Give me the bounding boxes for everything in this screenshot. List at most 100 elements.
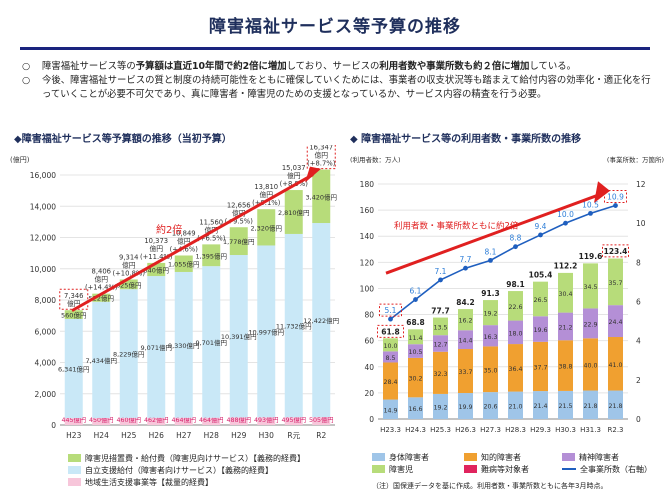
bar-segment [483,392,498,419]
bar-segment [558,312,573,341]
data-label: 9,071億円 [140,343,172,352]
x-tick-label: H23 [66,431,81,440]
facilities-label: 8.1 [485,247,497,256]
facilities-point [388,316,393,322]
x-tick-label: H24.3 [405,426,426,434]
facilities-point [538,232,543,238]
y-tick-label: 14,000 [30,202,56,211]
y-axis-unit: (利用者数：万人) [350,155,401,164]
legend-item-facilities: 全事業所数（右軸） [562,464,652,475]
data-label: 34.5 [583,284,597,291]
data-label: 11.4 [408,335,422,342]
legend-swatch [372,453,385,461]
bar-segment [508,291,523,321]
x-tick-label: H30 [259,431,274,440]
data-label: 7,434億円 [85,356,117,365]
legend-item-physical: 身体障害者 [372,452,464,463]
bar-segment [558,340,573,391]
x-tick-label: H27 [176,431,191,440]
bar-segment [257,209,276,246]
budget-chart: (億円) 0 2,000 4,000 6,000 8,000 10,000 12,000 14,… [10,145,339,440]
total-label: 億円 [67,299,81,308]
data-label: 10.5 [408,349,422,356]
total-label: 123.4 [604,247,628,256]
total-label: 12,656 [227,201,251,209]
page-title: 障害福祉サービス等予算の推移 [209,17,461,37]
bar-segment [383,362,398,400]
data-label: 35.7 [608,280,622,287]
y-tick-label: 12,000 [30,234,56,243]
total-label: 億円 [122,260,136,269]
legend-label: 全事業所数（右軸） [580,464,652,474]
total-label: 10,849 [172,229,196,237]
bar-segment [608,258,623,306]
y2-tick-label: 10 [636,219,646,228]
facilities-label: 7.7 [460,255,472,264]
users-chart: (利用者数：万人) (事業所数：万箇所)020406080100120140160… [350,155,664,434]
bar-segment [583,263,598,309]
y-tick-label: 0 [51,421,56,430]
data-label: 16.3 [483,334,497,341]
x-tick-label: H24 [94,431,109,440]
total-label: (+6.5%) [197,234,226,242]
legend-row: 障害児 難病等対象者 全事業所数（右軸） [372,463,662,475]
bar-segment [558,272,573,313]
bar-segment [64,318,83,419]
bar-segment [483,325,498,347]
x-tick-label: H29.3 [530,426,551,434]
total-label: 15,037 [282,164,306,172]
bar-segment [458,309,473,331]
data-label: 36.4 [508,366,522,373]
intro-bullet-2: ○ [22,75,31,86]
data-label: 560億円 [61,311,86,320]
data-label: 22.6 [508,304,522,311]
data-label: 522億円 [89,294,114,303]
facilities-label: 10.9 [607,193,624,202]
facilities-point [588,210,593,216]
bar-segment [483,346,498,393]
bar-segment [483,300,498,326]
intro-p1-e: している。 [529,61,577,72]
intro-text: ○ 障害福祉サービス等の予算額は直近10年間で約2倍に増加しており、サービスの利… [22,60,652,102]
growth-arrowhead [594,181,610,204]
x-tick-label: H31.3 [580,426,601,434]
facilities-label: 8.8 [510,234,522,243]
data-label: 6,341億円 [58,365,90,374]
legend-swatch [464,453,477,461]
x-tick-label: H28.3 [505,426,526,434]
facilities-label: 9.4 [535,222,547,231]
total-label: 105.4 [529,270,553,279]
legend-item-rare-disease: 難病等対象者 [464,464,562,475]
bar-segment [533,281,548,317]
right-chart-title: ◆ 障害福祉サービス等の利用者数・事業所数の推移 [350,134,582,145]
total-label: 11,560 [199,218,223,226]
data-label: 460億円 [116,415,141,424]
facilities-point [563,220,568,226]
bar-segment [64,418,83,425]
bar-segment [284,417,303,425]
total-label: 98.1 [506,280,525,289]
x-tick-label: R2.3 [608,426,624,434]
data-label: 8.5 [385,355,395,362]
bar-segment [229,227,248,256]
data-label: 30.4 [558,291,572,298]
legend-swatch [68,454,81,462]
data-label: 20.6 [483,404,497,411]
bar-segment [92,293,111,302]
y-tick-label: 120 [360,258,375,267]
legend-swatch [562,453,575,461]
bar-segment [533,341,548,392]
bar-segment [229,255,248,418]
bar-segment [312,223,331,418]
x-tick-label: H26 [149,431,164,440]
bar-segment [174,417,193,425]
total-label: 億円 [232,208,246,217]
y2-tick-label: 12 [636,180,646,189]
data-label: 26.5 [533,297,547,304]
bar-segment [533,391,548,419]
growth-arrow [71,173,314,312]
data-label: 40.0 [583,362,597,369]
data-label: 24.4 [608,319,622,326]
highlight-box [604,190,627,204]
y-tick-label: 8,000 [35,296,57,305]
